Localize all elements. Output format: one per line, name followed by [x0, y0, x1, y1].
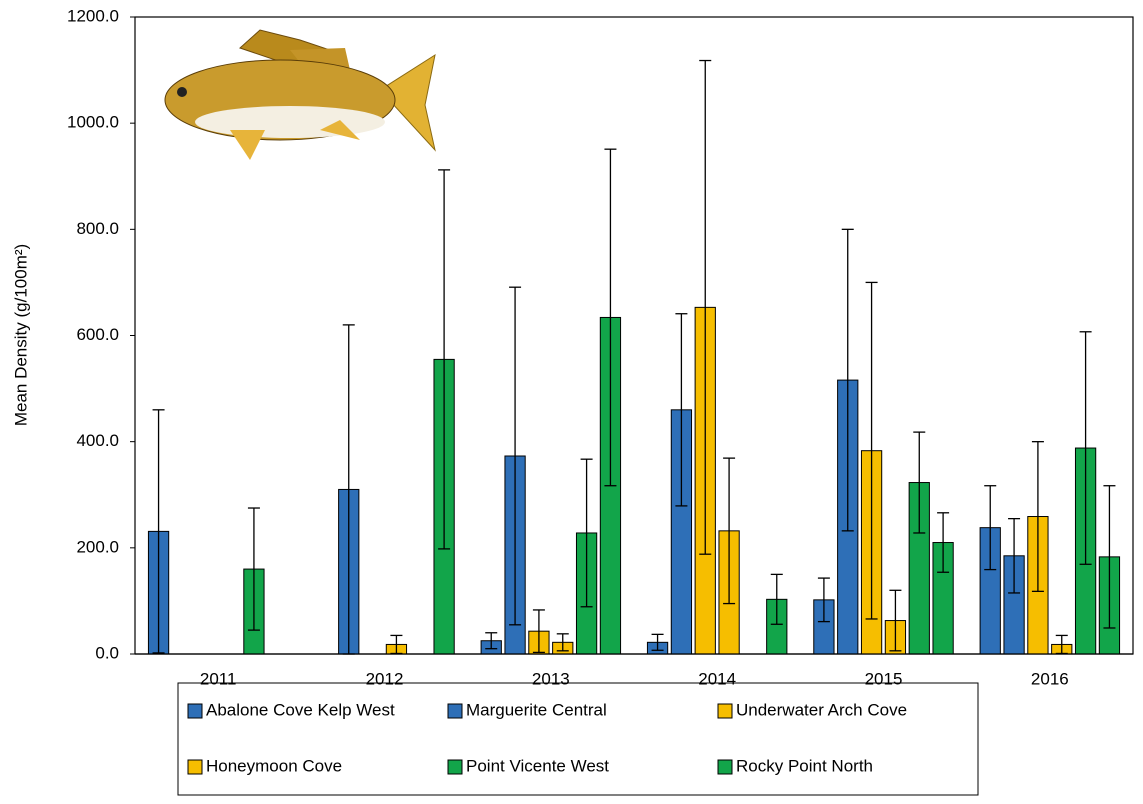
x-tick-label: 2014	[698, 669, 736, 688]
y-axis-title: Mean Density (g/100m²)	[11, 244, 30, 426]
y-tick-label: 1200.0	[67, 6, 119, 25]
legend-swatch	[187, 759, 203, 775]
legend-label: Abalone Cove Kelp West	[206, 700, 395, 719]
fish-illustration	[164, 29, 436, 160]
legend-label: Rocky Point North	[736, 756, 873, 775]
legend-label: Underwater Arch Cove	[736, 700, 907, 719]
legend-label: Honeymoon Cove	[206, 756, 342, 775]
x-tick-label: 2012	[366, 669, 404, 688]
legend-swatch	[717, 759, 733, 775]
legend-swatch	[187, 703, 203, 719]
y-tick-label: 400.0	[76, 431, 119, 450]
x-tick-label: 2011	[200, 669, 237, 688]
x-tick-label: 2016	[1031, 669, 1069, 688]
x-tick-label: 2015	[865, 669, 903, 688]
x-tick-label: 2013	[532, 669, 570, 688]
y-tick-label: 200.0	[76, 537, 119, 556]
y-tick-label: 0.0	[95, 643, 119, 662]
legend-label: Marguerite Central	[466, 700, 607, 719]
legend-box	[177, 682, 979, 796]
legend-swatch	[447, 759, 463, 775]
y-tick-label: 1000.0	[67, 113, 119, 132]
legend-swatch	[717, 703, 733, 719]
y-tick-label: 600.0	[76, 325, 119, 344]
legend-label: Point Vicente West	[466, 756, 609, 775]
legend-swatch	[447, 703, 463, 719]
y-tick-label: 800.0	[76, 219, 119, 238]
